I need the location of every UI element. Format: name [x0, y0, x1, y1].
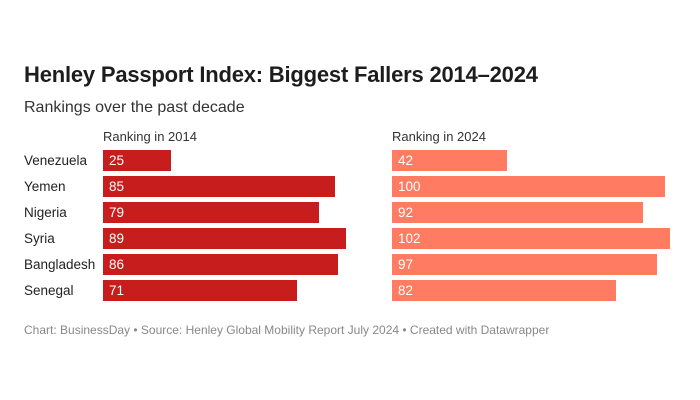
bar-2014	[103, 150, 172, 171]
category-label: Venezuela	[24, 153, 88, 168]
data-label: 97	[398, 257, 414, 272]
bar-2014	[103, 254, 338, 275]
data-label: 82	[398, 283, 414, 298]
bar-2014	[103, 176, 336, 197]
data-label: 25	[109, 153, 125, 168]
category-label: Senegal	[24, 283, 74, 298]
data-label: 85	[109, 179, 125, 194]
category-label: Bangladesh	[24, 257, 96, 272]
bar-2024	[392, 254, 657, 275]
bar-2014	[103, 280, 297, 301]
bar-2024	[392, 280, 616, 301]
bar-2024	[392, 176, 665, 197]
data-label: 102	[398, 231, 421, 246]
data-label: 86	[109, 257, 125, 272]
data-label: 100	[398, 179, 421, 194]
chart-subtitle: Rankings over the past decade	[24, 99, 245, 116]
chart-footer: Chart: BusinessDay • Source: Henley Glob…	[24, 323, 550, 337]
bar-2024	[392, 228, 671, 249]
category-label: Yemen	[24, 179, 66, 194]
category-label: Syria	[24, 231, 55, 246]
chart-title: Henley Passport Index: Biggest Fallers 2…	[24, 62, 538, 87]
column-header-2014: Ranking in 2014	[103, 129, 197, 144]
bar-2014	[103, 228, 346, 249]
column-header-2024: Ranking in 2024	[392, 129, 486, 144]
bar-2024	[392, 202, 644, 223]
data-label: 71	[109, 283, 125, 298]
bar-2014	[103, 202, 319, 223]
bar-2024	[392, 150, 507, 171]
data-label: 42	[398, 153, 414, 168]
data-label: 79	[109, 205, 125, 220]
data-label: 92	[398, 205, 414, 220]
category-label: Nigeria	[24, 205, 67, 220]
data-label: 89	[109, 231, 125, 246]
